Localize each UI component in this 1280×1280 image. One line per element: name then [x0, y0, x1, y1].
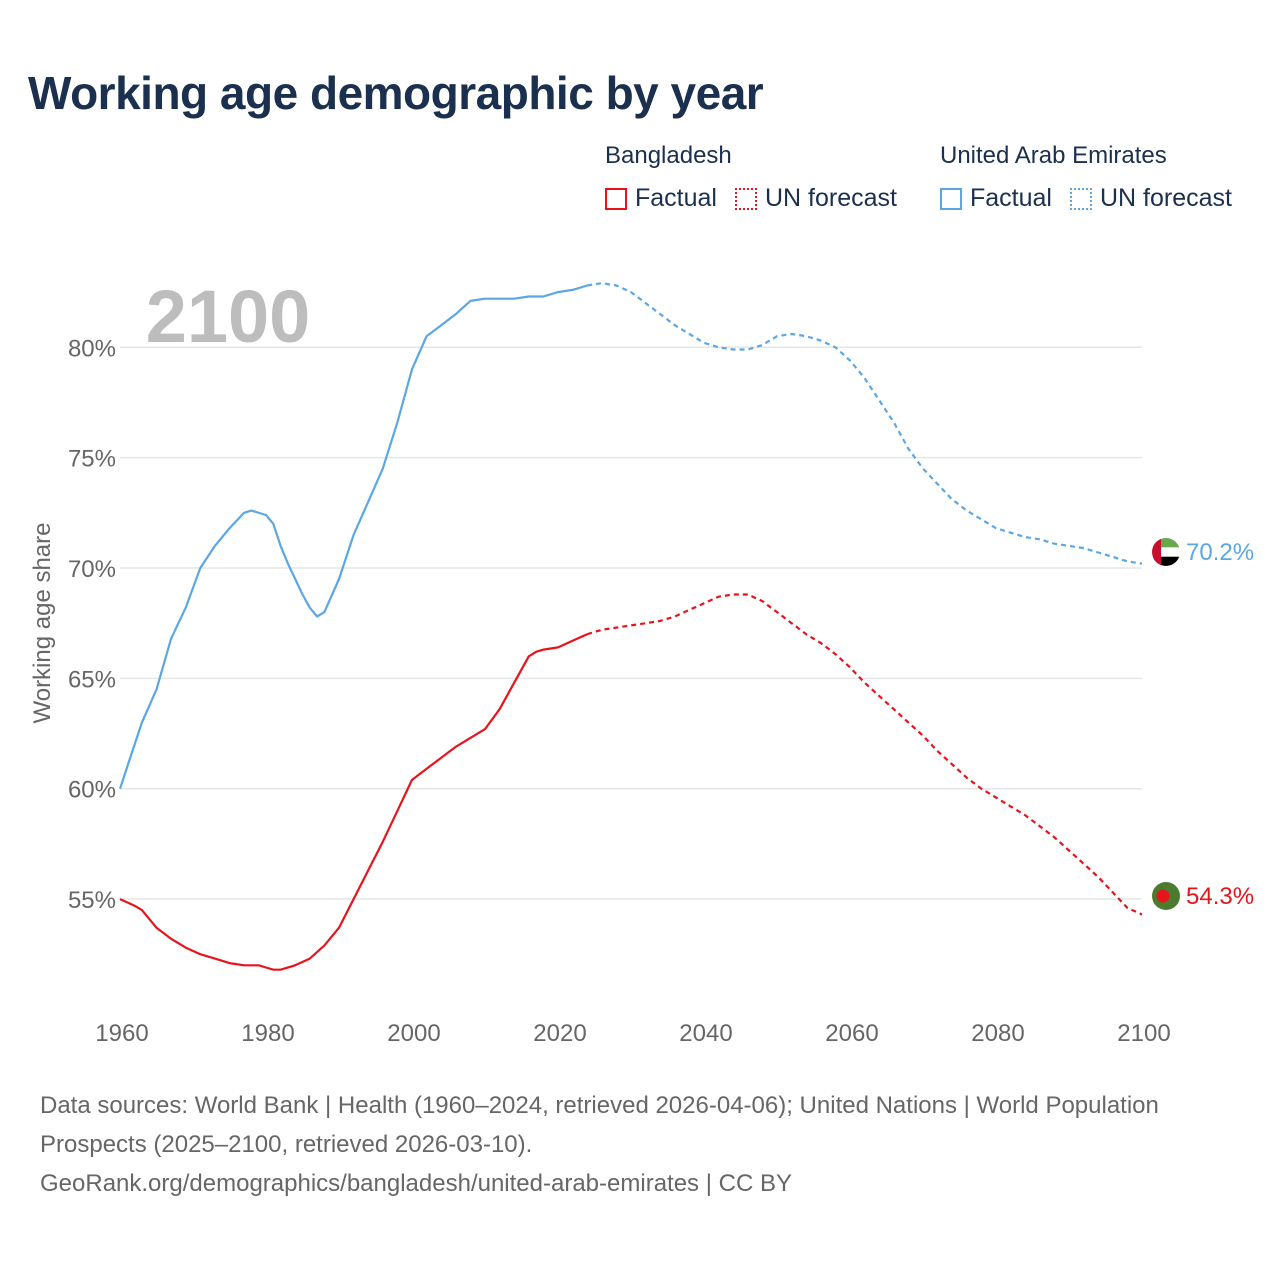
- y-tick-label: 65%: [68, 666, 116, 693]
- footer: Data sources: World Bank | Health (1960–…: [40, 1086, 1240, 1203]
- x-tick-label: 2040: [679, 1020, 732, 1047]
- x-tick-label: 2000: [387, 1020, 440, 1047]
- legend-label-forecast: UN forecast: [1099, 184, 1232, 212]
- legend-swatch-factual: [605, 187, 627, 210]
- x-tick-label: 2020: [533, 1020, 586, 1047]
- bangladesh-flag: [1152, 882, 1180, 910]
- x-tick-label: 2100: [1117, 1020, 1170, 1047]
- legend-bangladesh: Bangladesh Factual UN forecast: [605, 142, 915, 213]
- footer-link: GeoRank.org/demographics/bangladesh/unit…: [40, 1170, 792, 1197]
- footer-sources: Data sources: World Bank | Health (1960–…: [40, 1092, 1159, 1158]
- x-tick-label: 1960: [95, 1020, 148, 1047]
- legend-swatch-factual: [940, 187, 962, 210]
- y-tick-label: 60%: [68, 777, 116, 804]
- y-axis-label: Working age share: [29, 523, 56, 724]
- y-tick-label: 70%: [68, 556, 116, 583]
- y-tick-label: 75%: [68, 446, 116, 473]
- united-arab-emirates-factual-line: [118, 284, 588, 790]
- x-tick-label: 2080: [971, 1020, 1024, 1047]
- legend-swatch-forecast: [1069, 187, 1092, 210]
- y-tick-label: 55%: [68, 887, 116, 914]
- x-tick-label: 2060: [825, 1020, 878, 1047]
- uae-flag: [1152, 538, 1180, 566]
- legend-group-name: Bangladesh: [605, 142, 732, 169]
- legend-label-factual: Factual: [635, 184, 717, 212]
- united-arab-emirates-forecast-line: [587, 282, 1143, 565]
- x-tick-label: 1980: [241, 1020, 294, 1047]
- chart-title: Working age demographic by year: [28, 67, 764, 119]
- y-tick-label: 80%: [68, 335, 116, 362]
- legend-label-forecast: UN forecast: [764, 184, 897, 212]
- legend-label-factual: Factual: [970, 184, 1052, 212]
- bangladesh-forecast-line: [586, 593, 1143, 916]
- bangladesh-end-value: 54.3%: [1186, 883, 1254, 910]
- legend-uae: United Arab Emirates Factual UN forecast: [940, 142, 1250, 213]
- legend-group-name: United Arab Emirates: [940, 142, 1167, 169]
- year-watermark: 2100: [146, 275, 311, 358]
- bangladesh-factual-line: [119, 633, 588, 971]
- legend-swatch-forecast: [734, 187, 757, 210]
- uae-end-value: 70.2%: [1186, 539, 1254, 566]
